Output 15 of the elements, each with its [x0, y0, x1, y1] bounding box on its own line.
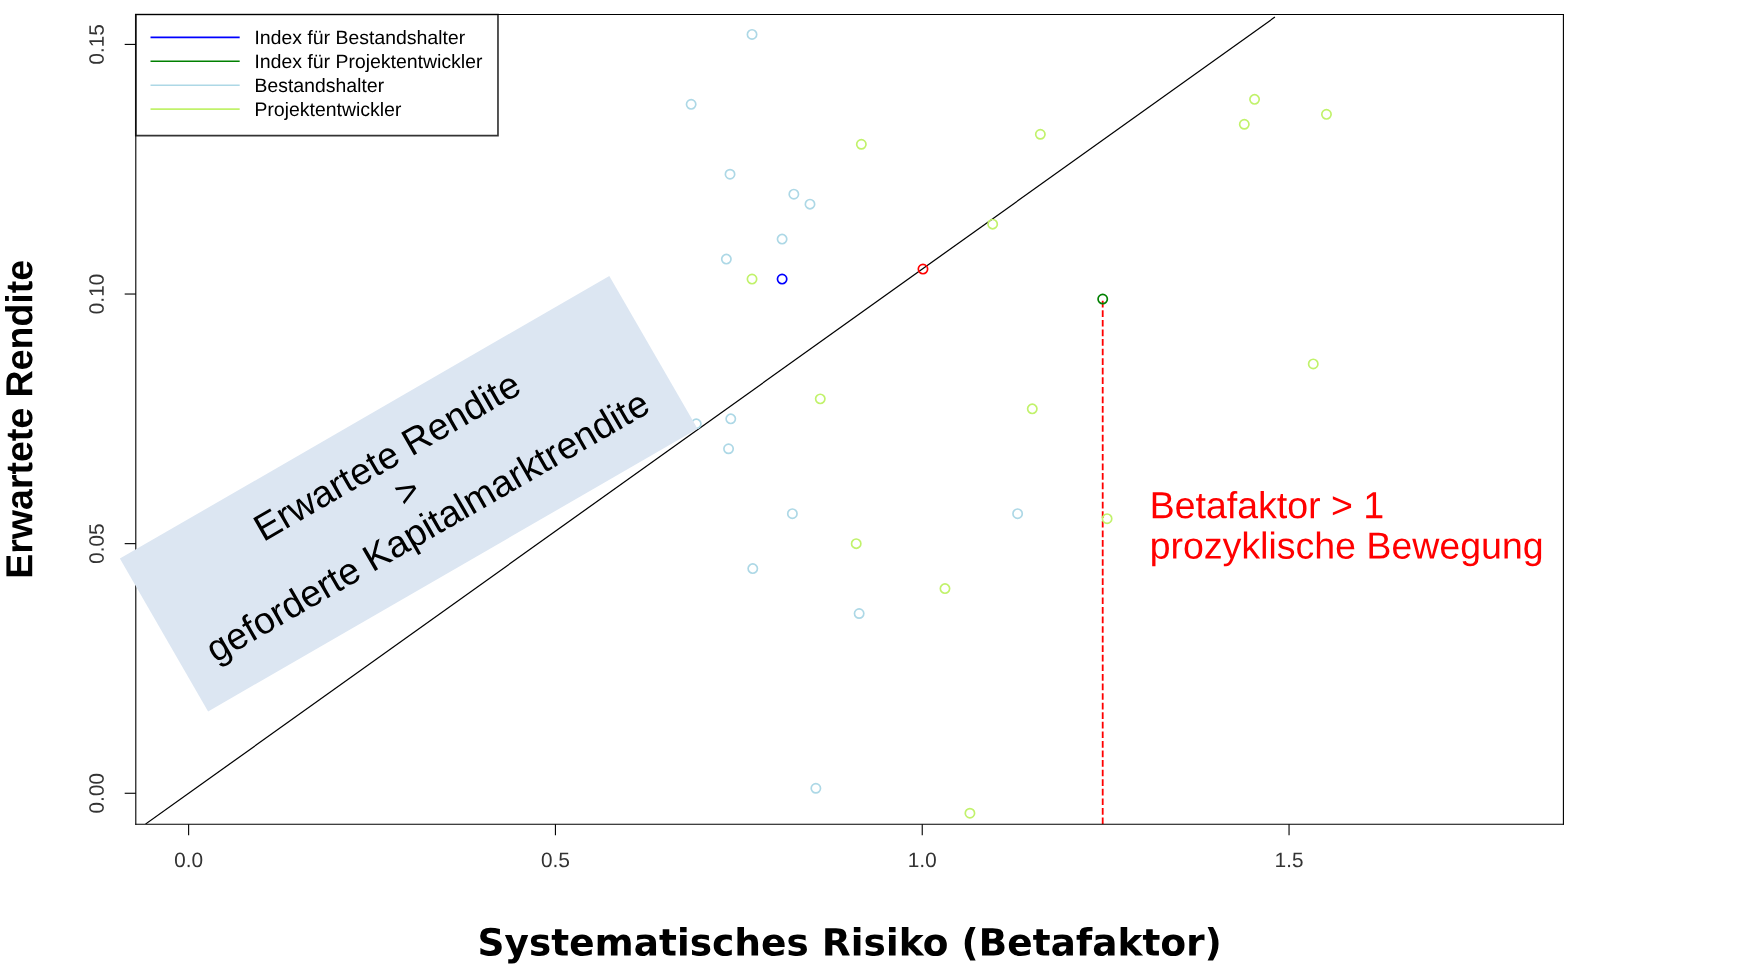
legend-label: Index für Bestandshalter	[256, 30, 465, 45]
y-tick-label: 0.05	[89, 524, 104, 564]
x-tick-label: 0.5	[541, 852, 570, 868]
y-tick-label: 0.00	[89, 773, 104, 813]
x-axis-title: Systematisches Risiko (Betafaktor)	[480, 926, 1219, 964]
y-tick-label: 0.10	[89, 274, 104, 314]
legend-label: Projektentwickler	[256, 101, 402, 121]
x-tick-label: 0.0	[174, 852, 203, 868]
y-tick-label: 0.15	[89, 25, 104, 64]
legend-label: Index für Projektentwickler	[256, 53, 483, 73]
x-tick-label: 1.5	[1276, 852, 1303, 868]
legend-label: Bestandshalter	[256, 77, 384, 93]
annotation: Betafaktor > 1 prozyklische Bewegung	[1152, 491, 1542, 567]
y-axis-title: Erwartete Rendite	[5, 261, 33, 577]
x-tick-label: 1.0	[909, 852, 936, 868]
